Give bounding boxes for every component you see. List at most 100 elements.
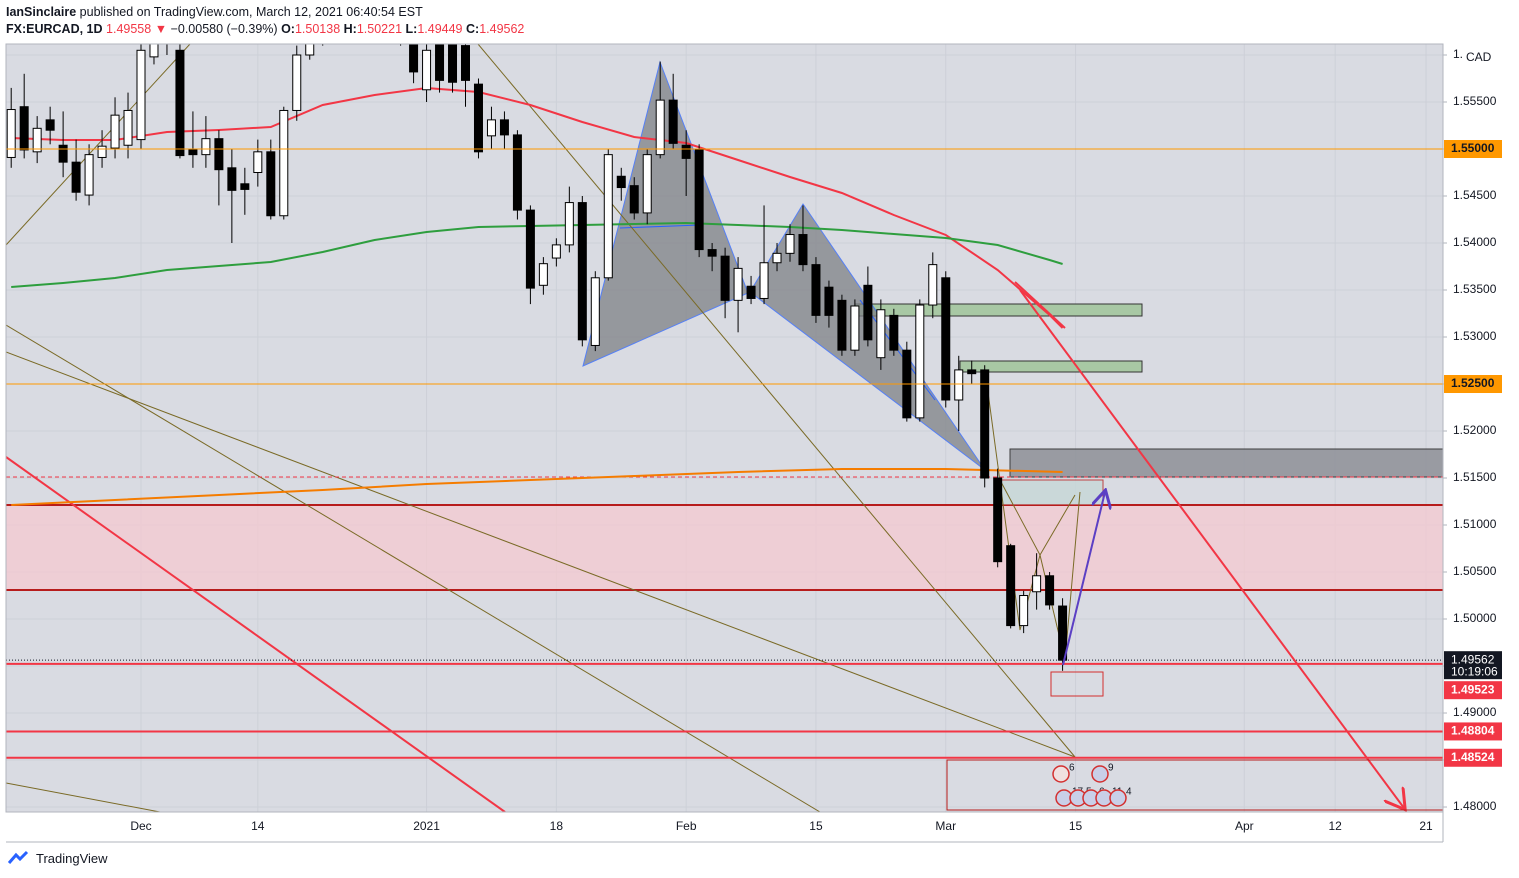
x-tick-label: 15 — [1069, 819, 1083, 833]
event-count: 9 — [1108, 763, 1114, 774]
candle-body — [746, 285, 756, 299]
y-tick-label: 1.51000 — [1453, 517, 1497, 531]
current-price-label: 1.49562 — [1451, 652, 1495, 666]
price-label: 1.48804 — [1451, 724, 1495, 738]
x-tick-label: 18 — [550, 819, 564, 833]
candle-body — [123, 109, 133, 146]
candle-body — [6, 109, 16, 158]
candle-body — [45, 119, 55, 131]
trendline — [1014, 281, 1066, 329]
x-tick-label: 14 — [251, 819, 265, 833]
candle-body — [941, 277, 951, 401]
price-label: 1.52500 — [1451, 376, 1495, 390]
open-value: 1.50138 — [294, 22, 341, 36]
price-label-box — [1444, 375, 1502, 394]
candle-body — [876, 309, 886, 359]
zone — [854, 303, 1143, 317]
price-label: 1.49523 — [1451, 682, 1495, 696]
ohlc-label: O: — [281, 22, 295, 36]
candle-body — [629, 185, 639, 214]
y-tick-label: 1.52000 — [1453, 423, 1497, 437]
candle-body — [279, 109, 289, 217]
zone — [999, 479, 1104, 506]
candle-body — [292, 54, 302, 111]
candle-body — [642, 154, 652, 214]
x-tick-label: 2021 — [413, 819, 440, 833]
change: −0.00580 (−0.39%) — [170, 22, 278, 36]
candle-body — [84, 154, 94, 196]
pattern-line — [999, 479, 1076, 557]
candle-body — [422, 49, 432, 91]
candle-body — [681, 144, 691, 159]
x-tick-label: Dec — [130, 819, 151, 833]
price-label-box — [1444, 140, 1502, 159]
candle-body — [448, 44, 458, 83]
trendline — [6, 782, 161, 812]
currency: CAD — [1466, 50, 1492, 64]
price-label: 1.55000 — [1451, 141, 1495, 155]
trendline — [6, 44, 191, 246]
author: IanSinclaire — [6, 5, 77, 19]
event-count: 4 — [1126, 787, 1132, 798]
zone — [959, 360, 1143, 373]
ohlc-label: L: — [405, 22, 418, 36]
candle-body — [499, 119, 509, 136]
candle-body — [707, 249, 717, 257]
candle-body — [305, 44, 315, 56]
candle-body — [889, 314, 899, 351]
candle-body — [371, 3, 379, 17]
zone — [6, 505, 1443, 590]
candle-body — [188, 148, 198, 156]
countdown: 10:19:06 — [1451, 664, 1498, 678]
candle-body — [1006, 545, 1016, 627]
header-line-2: FX:EURCAD, 1D 1.49558 ▼ −0.00580 (−0.39%… — [6, 21, 524, 38]
candle-body — [967, 369, 977, 375]
candle-body — [551, 244, 561, 259]
candle-body — [461, 45, 470, 81]
candle-body — [473, 83, 483, 153]
candle-body — [655, 99, 665, 156]
candle-body — [837, 299, 847, 351]
candle-body — [850, 305, 860, 351]
y-tick-label: 1.50500 — [1453, 564, 1497, 578]
candle-body — [358, 0, 366, 3]
candle-body — [785, 234, 795, 254]
price-label-box — [1444, 748, 1502, 767]
event-box — [946, 759, 1443, 811]
y-tick-label: 1.48000 — [1453, 799, 1497, 813]
y-tick-label: 1.54000 — [1453, 235, 1497, 249]
last-price: 1.49558 — [106, 22, 152, 36]
candle-body — [1019, 595, 1029, 627]
x-tick-label: Mar — [935, 819, 956, 833]
candle-body — [175, 49, 185, 157]
projection-arrow — [1019, 289, 1404, 808]
candle-body — [993, 477, 1003, 563]
candle-body — [928, 264, 938, 306]
candle-body — [136, 49, 146, 141]
candle-body — [201, 138, 211, 156]
candle-body — [616, 175, 626, 189]
trendline — [477, 44, 1076, 758]
candle-body — [720, 255, 730, 301]
close-value: 1.49562 — [479, 22, 525, 36]
candle-body — [345, 0, 353, 8]
candle-body — [538, 263, 548, 286]
high-value: 1.50221 — [356, 22, 403, 36]
projection-arrow — [1062, 492, 1105, 666]
event-icon — [1052, 765, 1070, 783]
x-tick-label: 12 — [1328, 819, 1342, 833]
ohlc-label: H: — [343, 22, 357, 36]
candle-body — [564, 202, 574, 246]
moving-average — [11, 468, 1063, 506]
y-tick-label: 1.53000 — [1453, 329, 1497, 343]
candle-body — [435, 44, 445, 81]
candle-body — [512, 134, 522, 211]
candle-body — [227, 167, 237, 191]
candle-body — [759, 262, 769, 299]
candle-body — [214, 138, 224, 171]
candle-body — [577, 202, 587, 341]
candle-body — [1045, 575, 1055, 606]
candle-body — [266, 151, 276, 217]
candle-body — [798, 234, 808, 266]
